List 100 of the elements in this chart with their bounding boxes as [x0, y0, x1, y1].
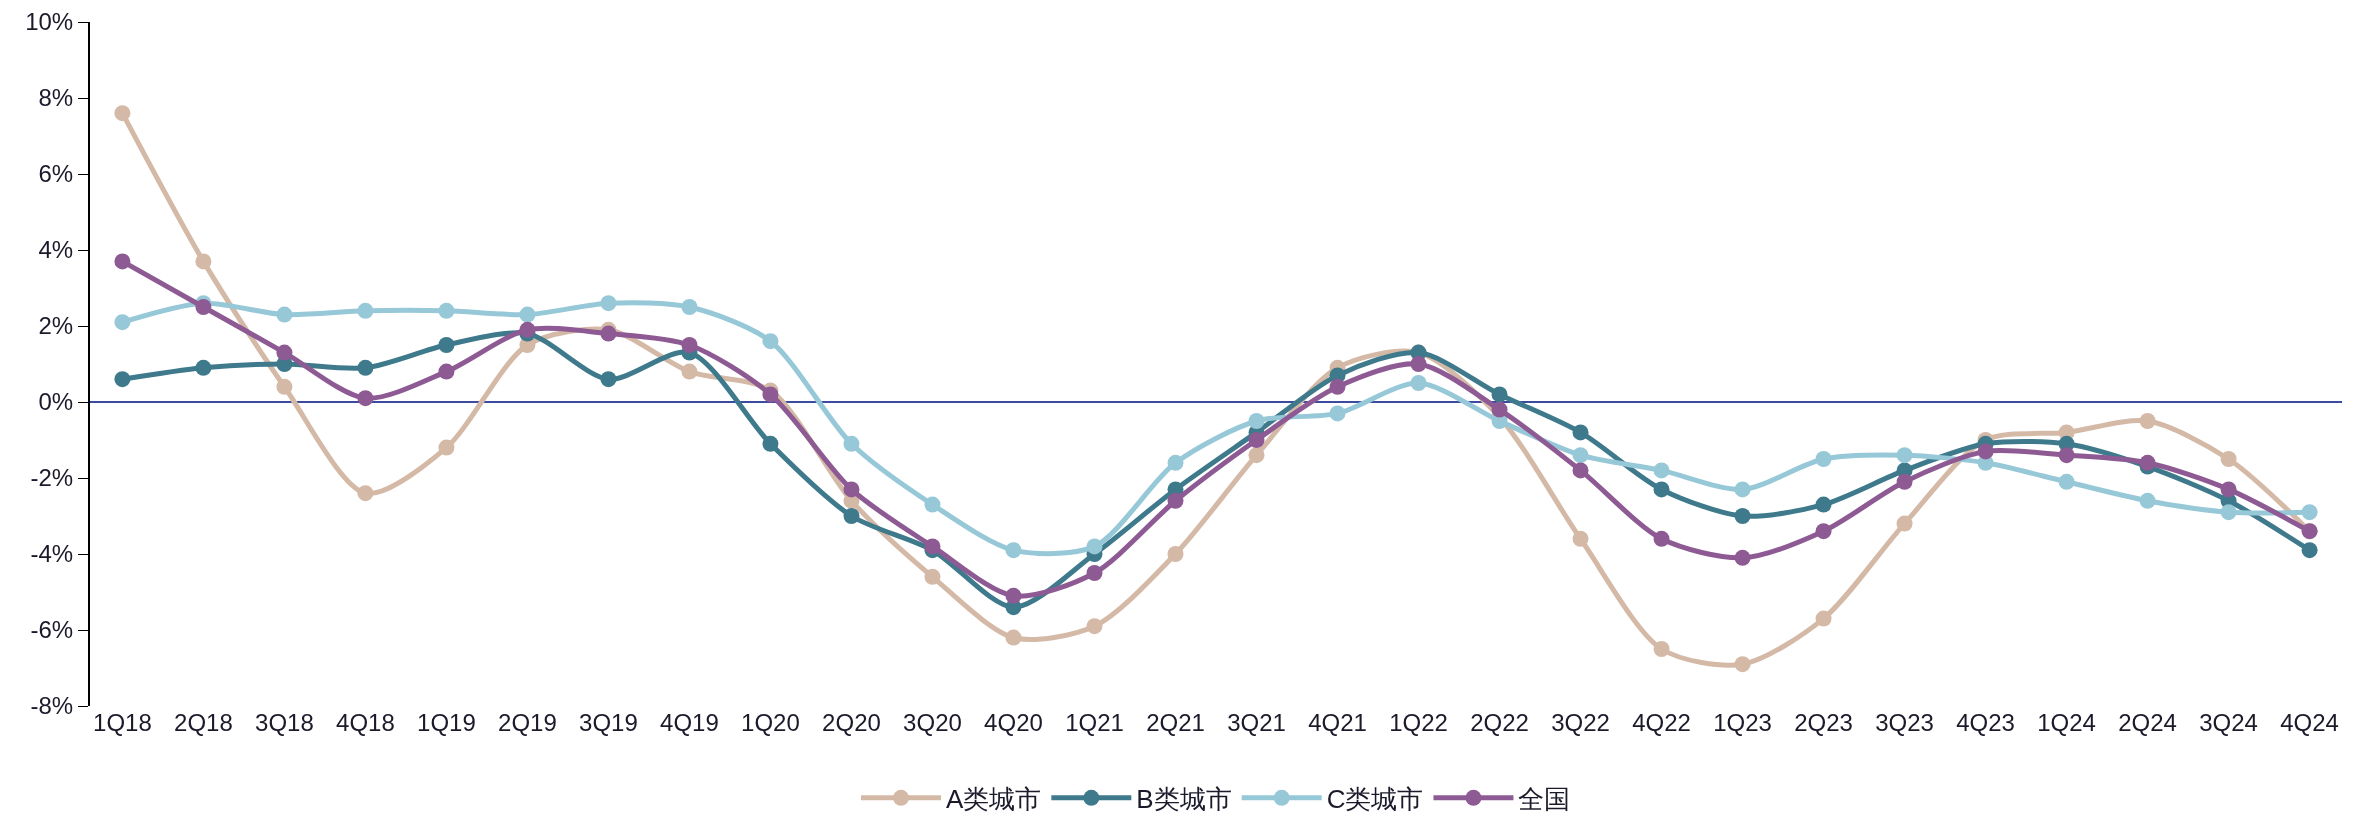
point — [1410, 375, 1427, 391]
x-tick-label: 4Q21 — [1308, 709, 1367, 736]
x-tick-label: 1Q19 — [417, 709, 476, 736]
point — [1815, 496, 1832, 513]
y-tick-label: 2% — [38, 312, 74, 340]
point — [1005, 542, 1022, 559]
x-tick-label: 4Q22 — [1632, 709, 1691, 736]
y-tick-label: -8% — [30, 692, 74, 720]
x-tick-label: 4Q23 — [1956, 709, 2015, 736]
point — [357, 359, 374, 376]
point — [357, 390, 374, 407]
point — [1572, 424, 1589, 441]
point — [1815, 610, 1832, 627]
point — [2058, 473, 2075, 490]
point — [924, 538, 941, 555]
y-tick-label: -6% — [30, 616, 74, 644]
point — [114, 105, 131, 122]
x-tick-label: 3Q19 — [579, 709, 638, 736]
x-tick-label: 2Q23 — [1794, 709, 1853, 736]
point — [438, 337, 455, 353]
legend-label: A类城市 — [946, 783, 1042, 814]
point — [1086, 565, 1103, 581]
point — [1410, 356, 1427, 372]
point — [1815, 451, 1832, 467]
point — [1653, 530, 1670, 547]
x-tick-label: 2Q24 — [2118, 709, 2177, 736]
x-tick-label: 1Q23 — [1713, 709, 1772, 736]
point — [2139, 454, 2156, 471]
point — [1896, 473, 1913, 490]
y-tick-label: -4% — [30, 540, 74, 568]
point — [924, 496, 941, 513]
x-tick-label: 4Q18 — [336, 709, 395, 736]
point — [195, 299, 212, 315]
point — [519, 321, 536, 338]
point — [357, 485, 374, 502]
point — [276, 344, 293, 361]
point — [681, 337, 698, 353]
point — [1329, 378, 1346, 395]
point — [1572, 462, 1589, 479]
point — [195, 253, 212, 270]
point — [1005, 587, 1022, 604]
point — [1491, 401, 1508, 418]
point — [1734, 656, 1751, 673]
x-tick-label: 3Q24 — [2199, 709, 2258, 736]
legend-label: C类城市 — [1326, 783, 1424, 814]
point — [1086, 538, 1103, 555]
point — [519, 306, 536, 323]
x-tick-label: 3Q23 — [1875, 709, 1934, 736]
point — [681, 299, 698, 315]
point — [681, 363, 698, 380]
x-tick-label: 1Q21 — [1065, 709, 1124, 736]
point — [1734, 481, 1751, 498]
point — [924, 568, 941, 585]
point — [1329, 405, 1346, 422]
point — [762, 333, 779, 350]
x-tick-label: 1Q22 — [1389, 709, 1448, 736]
point — [1653, 462, 1670, 479]
point — [195, 359, 212, 376]
point — [114, 371, 131, 388]
point — [1896, 447, 1913, 464]
y-tick-label: 0% — [38, 388, 74, 416]
y-tick-label: -2% — [30, 464, 74, 492]
point — [2220, 504, 2237, 521]
x-tick-label: 4Q20 — [984, 709, 1043, 736]
point — [438, 439, 455, 456]
point — [1248, 413, 1265, 429]
point — [1086, 618, 1103, 635]
point — [762, 386, 779, 403]
point — [1572, 447, 1589, 464]
point — [1248, 447, 1265, 464]
point — [600, 295, 617, 312]
y-tick-label: 4% — [38, 236, 74, 264]
legend-label: B类城市 — [1136, 783, 1232, 814]
point — [762, 435, 779, 452]
point — [276, 306, 293, 323]
x-tick-label: 4Q24 — [2280, 709, 2339, 736]
y-tick-label: 6% — [38, 160, 74, 188]
point — [1734, 508, 1751, 524]
y-tick-label: 10% — [25, 8, 74, 36]
x-tick-label: 3Q18 — [255, 709, 314, 736]
point — [114, 253, 131, 270]
x-tick-label: 3Q20 — [903, 709, 962, 736]
point — [438, 363, 455, 380]
x-tick-label: 2Q22 — [1470, 709, 1529, 736]
point — [1005, 629, 1022, 646]
x-tick-label: 1Q24 — [2037, 709, 2096, 736]
point — [2220, 451, 2237, 467]
point — [1734, 549, 1751, 566]
x-tick-label: 1Q20 — [741, 709, 800, 736]
point — [114, 314, 131, 331]
x-tick-label: 4Q19 — [660, 709, 719, 736]
point — [2301, 504, 2318, 521]
point — [1815, 523, 1832, 540]
point — [1653, 641, 1670, 657]
x-tick-label: 2Q21 — [1146, 709, 1205, 736]
point — [438, 302, 455, 319]
point — [1491, 386, 1508, 403]
point — [2301, 542, 2318, 559]
x-tick-label: 3Q22 — [1551, 709, 1610, 736]
point — [843, 508, 860, 524]
